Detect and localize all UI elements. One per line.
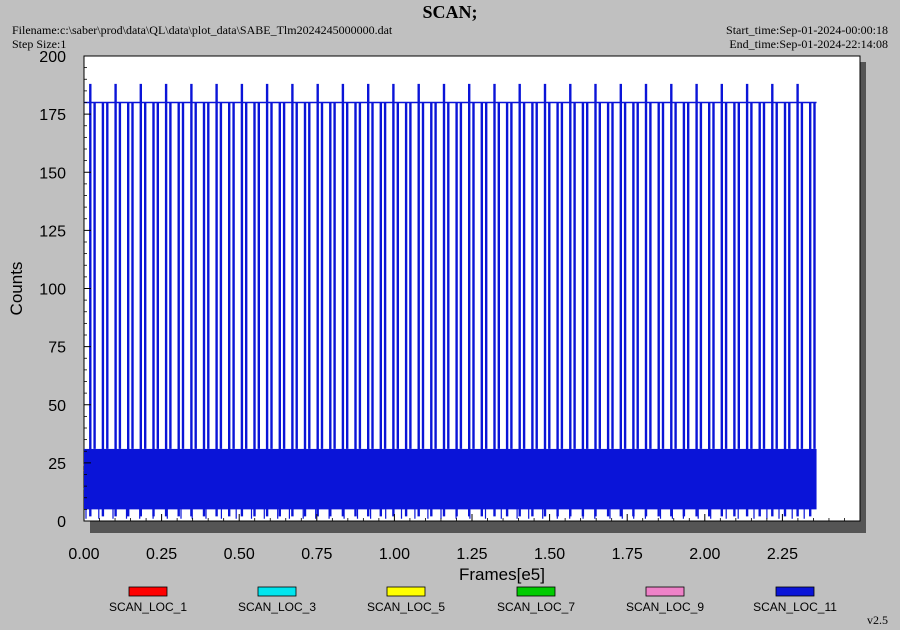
filename-text: Filename:c:\saber\prod\data\QL\data\plot… xyxy=(12,23,393,37)
legend-swatch-scan-loc-3 xyxy=(257,586,297,597)
y-tick-label: 0 xyxy=(57,514,66,531)
end-time-text: End_time:Sep-01-2024-22:14:08 xyxy=(729,37,888,51)
x-tick-label: 1.50 xyxy=(534,546,565,563)
y-tick-label: 200 xyxy=(39,49,66,66)
x-tick-label: 2.00 xyxy=(689,546,720,563)
time-info: Start_time:Sep-01-2024-00:00:18 End_time… xyxy=(726,23,888,51)
x-tick-label: 2.25 xyxy=(767,546,798,563)
series-spikes-scan-loc-11 xyxy=(89,83,816,517)
x-tick-label: 0.25 xyxy=(146,546,177,563)
x-axis-label: Frames[e5] xyxy=(459,565,545,584)
legend-swatch-scan-loc-11 xyxy=(775,586,815,597)
file-info: Filename:c:\saber\prod\data\QL\data\plot… xyxy=(12,23,392,51)
y-tick-label: 25 xyxy=(48,456,66,473)
y-tick-label: 75 xyxy=(48,340,66,357)
y-tick-label: 100 xyxy=(39,282,66,299)
version-text: v2.5 xyxy=(867,613,888,627)
legend-label-scan-loc-5: SCAN_LOC_5 xyxy=(367,600,445,614)
plot-area xyxy=(83,55,861,522)
y-tick-label: 175 xyxy=(39,107,66,124)
legend-label-scan-loc-11: SCAN_LOC_11 xyxy=(753,600,837,614)
legend-label-scan-loc-1: SCAN_LOC_1 xyxy=(109,600,187,614)
start-time-text: Start_time:Sep-01-2024-00:00:18 xyxy=(726,23,888,37)
legend-swatch-scan-loc-7 xyxy=(516,586,556,597)
series-band-scan-loc-11 xyxy=(84,448,817,510)
legend-swatch-scan-loc-9 xyxy=(645,586,685,597)
x-tick-label: 1.75 xyxy=(612,546,643,563)
legend-label-scan-loc-3: SCAN_LOC_3 xyxy=(238,600,316,614)
legend-swatch-scan-loc-5 xyxy=(386,586,426,597)
y-tick-label: 150 xyxy=(39,165,66,182)
chart-title: SCAN; xyxy=(422,2,478,22)
y-axis-label: Counts xyxy=(7,262,26,316)
legend-label-scan-loc-9: SCAN_LOC_9 xyxy=(626,600,704,614)
x-tick-label: 0.75 xyxy=(301,546,332,563)
step-size-text: Step Size:1 xyxy=(12,37,67,51)
x-tick-label: 0.00 xyxy=(68,546,99,563)
y-tick-label: 125 xyxy=(39,223,66,240)
x-tick-label: 1.00 xyxy=(379,546,410,563)
y-tick-label: 50 xyxy=(48,398,66,415)
x-tick-label: 0.50 xyxy=(224,546,255,563)
legend-swatch-scan-loc-1 xyxy=(128,586,168,597)
x-tick-label: 1.25 xyxy=(456,546,487,563)
legend-label-scan-loc-7: SCAN_LOC_7 xyxy=(497,600,575,614)
